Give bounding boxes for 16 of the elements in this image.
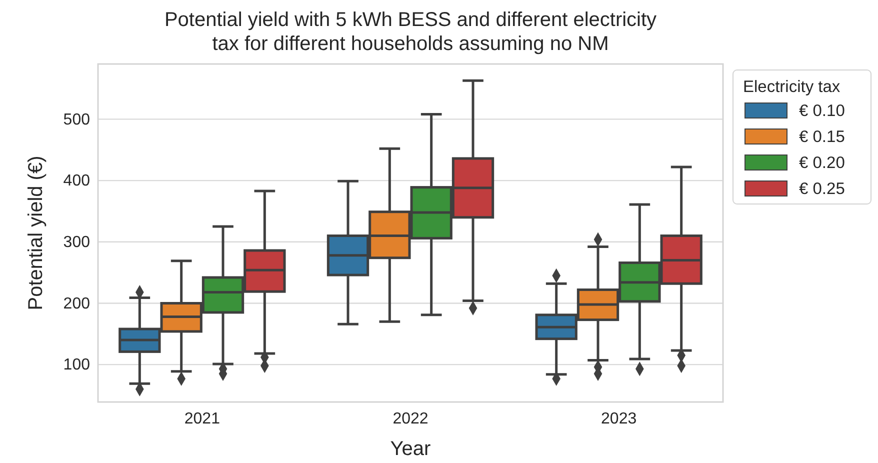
legend-label: € 0.20 xyxy=(799,154,845,172)
y-tick-label: 100 xyxy=(63,356,90,374)
x-tick-label: 2021 xyxy=(184,410,220,428)
y-tick-label: 400 xyxy=(63,172,90,190)
x-axis-title: Year xyxy=(390,438,432,460)
chart-title: Potential yield with 5 kWh BESS and different electricity tax for different households assuming no NM xyxy=(164,9,657,55)
legend-label: € 0.25 xyxy=(799,180,845,198)
y-axis-title: Potential yield (€) xyxy=(25,156,47,310)
x-tick-label: 2022 xyxy=(392,410,428,428)
legend-label: € 0.15 xyxy=(799,128,845,146)
y-tick-label: 300 xyxy=(63,234,90,252)
legend-title: Electricity tax xyxy=(743,78,841,96)
y-tick-label: 500 xyxy=(63,111,90,128)
y-tick-label: 200 xyxy=(63,295,90,312)
x-tick-label: 2023 xyxy=(601,410,637,428)
legend-label: € 0.10 xyxy=(799,102,845,120)
